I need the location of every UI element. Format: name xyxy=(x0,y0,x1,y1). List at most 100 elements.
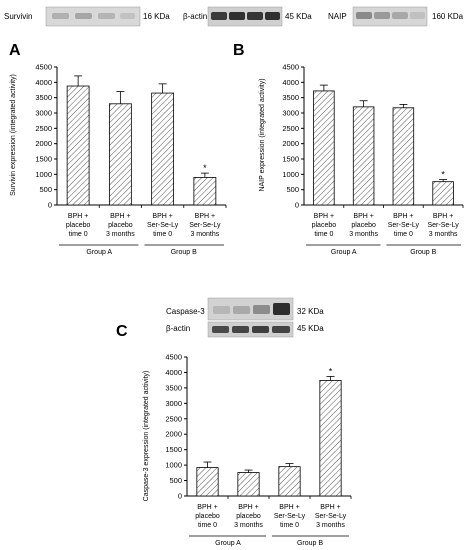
y-tick-label: 3000 xyxy=(35,109,52,118)
panel-c-letter: C xyxy=(116,323,128,340)
y-tick-label: 2000 xyxy=(35,139,52,148)
y-tick-label: 4000 xyxy=(282,78,299,87)
y-tick-label: 1500 xyxy=(165,445,182,454)
x-tick-label: placebo xyxy=(66,222,91,229)
x-tick-label: time 0 xyxy=(280,522,299,529)
panel-c: C Caspase-3 expression (integrated activ… xyxy=(116,323,352,547)
x-tick-label: BPH + xyxy=(68,213,88,220)
bar xyxy=(193,176,217,206)
y-tick-label: 0 xyxy=(48,201,52,210)
x-tick-label: time 0 xyxy=(394,231,413,238)
bar xyxy=(313,90,335,206)
x-tick-label: placebo xyxy=(236,513,261,520)
y-tick-label: 2500 xyxy=(35,124,52,133)
y-tick-label: 0 xyxy=(178,492,182,501)
x-tick-label: 3 months xyxy=(316,522,345,529)
x-tick-label: placebo xyxy=(108,222,133,229)
x-tick-label: 3 months xyxy=(429,231,458,238)
naip-blot-label: NAIP xyxy=(328,12,347,21)
y-tick-label: 4000 xyxy=(165,368,182,377)
bar xyxy=(432,181,454,206)
x-tick-label: 3 months xyxy=(349,231,378,238)
x-tick-label: BPH + xyxy=(195,213,215,220)
bar xyxy=(151,92,175,206)
panel-b-plot: 0 500 1000 1500 2000 2500 3000 3500 4000 4500 BPH … xyxy=(282,63,464,256)
y-tick-label: 1500 xyxy=(35,155,52,164)
bar xyxy=(392,107,415,206)
y-tick-label: 3500 xyxy=(165,383,182,392)
bar xyxy=(196,467,219,497)
x-tick-label: BPH + xyxy=(433,213,453,220)
x-tick-label: BPH + xyxy=(393,213,413,220)
bactin-bottom-blot-label: β-actin xyxy=(166,324,190,333)
significance-marker: * xyxy=(203,163,207,173)
x-tick-label: 3 months xyxy=(234,522,263,529)
survivin-blot-label: Survivin xyxy=(4,12,32,21)
x-tick-label: placebo xyxy=(312,222,337,229)
group-a-label: Group A xyxy=(86,249,112,256)
y-tick-label: 4500 xyxy=(35,63,52,72)
panel-a-letter: A xyxy=(9,42,21,59)
caspase3-blot-image xyxy=(207,297,294,321)
survivin-blot-image xyxy=(45,6,141,27)
bactin-top-blot-label: β-actin xyxy=(183,12,207,21)
x-tick-label: time 0 xyxy=(153,231,172,238)
caspase3-blot-size: 32 KDa xyxy=(297,307,324,316)
x-tick-label: BPH + xyxy=(197,504,217,511)
bactin-bottom-blot-size: 45 KDa xyxy=(297,324,324,333)
x-tick-label: Ser-Se-Ly xyxy=(427,222,459,229)
y-tick-label: 2000 xyxy=(282,139,299,148)
y-tick-label: 3000 xyxy=(282,109,299,118)
bactin-top-blot-size: 45 KDa xyxy=(285,12,312,21)
y-tick-label: 1000 xyxy=(35,170,52,179)
panel-a: A Survivin expression (integrated activi… xyxy=(9,42,227,256)
x-tick-label: BPH + xyxy=(279,504,299,511)
x-tick-label: BPH + xyxy=(152,213,172,220)
y-tick-label: 0 xyxy=(295,201,299,210)
y-tick-label: 2500 xyxy=(282,124,299,133)
panel-c-plot: 0 500 1000 1500 2000 2500 3000 3500 4000 4500 BPH … xyxy=(165,353,352,547)
y-tick-label: 3000 xyxy=(165,399,182,408)
bactin-top-blot-image xyxy=(207,6,283,27)
x-tick-label: Ser-Se-Ly xyxy=(315,513,347,520)
x-tick-label: BPH + xyxy=(320,504,340,511)
bar xyxy=(237,472,260,497)
x-tick-label: Ser-Se-Ly xyxy=(147,222,179,229)
blot-row-caspase: Caspase-3 32 KDa β-actin 45 KDa xyxy=(166,297,324,338)
naip-blot-image xyxy=(352,6,428,27)
x-tick-label: placebo xyxy=(351,222,376,229)
significance-marker: * xyxy=(329,366,333,376)
panel-b: B NAIP expression (integrated activity) … xyxy=(233,42,464,256)
significance-marker: * xyxy=(441,170,445,180)
y-tick-label: 2000 xyxy=(165,430,182,439)
y-tick-label: 500 xyxy=(169,476,182,485)
x-tick-label: time 0 xyxy=(314,231,333,238)
group-b-label: Group B xyxy=(410,249,436,256)
group-b-label: Group B xyxy=(297,540,323,547)
bar xyxy=(278,466,301,497)
x-tick-label: BPH + xyxy=(110,213,130,220)
group-b-label: Group B xyxy=(171,249,197,256)
y-tick-label: 1000 xyxy=(282,170,299,179)
panel-a-plot: 0 500 1000 1500 2000 2500 3000 3500 4000 4500 BPH … xyxy=(35,63,227,256)
panel-b-letter: B xyxy=(233,42,245,59)
panel-b-ylabel: NAIP expression (integrated activity) xyxy=(259,78,266,191)
panel-a-ylabel: Survivin expression (integrated activity… xyxy=(10,74,17,196)
x-tick-label: 3 months xyxy=(190,231,219,238)
survivin-blot-size: 16 KDa xyxy=(143,12,170,21)
panel-c-ylabel: Caspase-3 expression (integrated activit… xyxy=(143,371,150,502)
y-tick-label: 500 xyxy=(286,185,299,194)
bar xyxy=(66,85,90,206)
y-tick-label: 2500 xyxy=(165,414,182,423)
blot-row-top: Survivin 16 KDa β-actin 45 KDa NAIP 160 … xyxy=(4,6,464,27)
x-tick-label: Ser-Se-Ly xyxy=(388,222,420,229)
x-tick-label: BPH + xyxy=(353,213,373,220)
x-tick-label: time 0 xyxy=(198,522,217,529)
x-tick-label: 3 months xyxy=(106,231,135,238)
bar xyxy=(108,103,132,206)
naip-blot-size: 160 KDa xyxy=(432,12,464,21)
bar xyxy=(352,106,375,206)
x-tick-label: BPH + xyxy=(238,504,258,511)
y-tick-label: 4000 xyxy=(35,78,52,87)
x-tick-label: time 0 xyxy=(69,231,88,238)
